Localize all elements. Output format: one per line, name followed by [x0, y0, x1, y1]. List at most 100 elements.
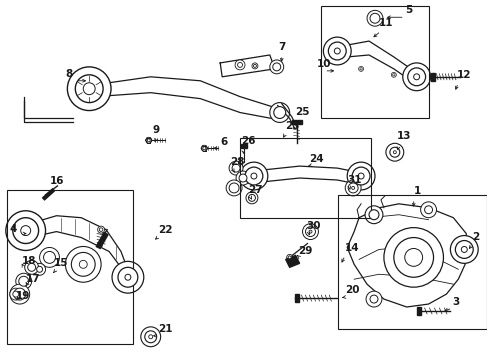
Circle shape	[247, 170, 259, 182]
Circle shape	[244, 167, 263, 185]
Circle shape	[236, 171, 249, 185]
Circle shape	[331, 45, 343, 57]
Circle shape	[19, 276, 29, 286]
Circle shape	[43, 251, 55, 264]
Circle shape	[351, 167, 369, 185]
Text: 1: 1	[413, 186, 420, 196]
Text: 17: 17	[26, 274, 40, 284]
Polygon shape	[96, 233, 108, 248]
Circle shape	[354, 170, 366, 182]
Text: 15: 15	[53, 258, 68, 268]
Circle shape	[40, 247, 60, 267]
Text: 7: 7	[278, 42, 285, 52]
Text: 10: 10	[316, 59, 330, 69]
Text: 14: 14	[345, 243, 359, 253]
Circle shape	[148, 335, 152, 339]
Circle shape	[383, 228, 443, 287]
Circle shape	[327, 42, 346, 60]
Polygon shape	[416, 307, 420, 315]
Circle shape	[347, 183, 357, 193]
Circle shape	[286, 255, 292, 260]
Circle shape	[392, 151, 395, 154]
Text: 23: 23	[284, 121, 299, 131]
Circle shape	[253, 64, 256, 67]
Circle shape	[359, 68, 362, 70]
Text: 31: 31	[346, 175, 361, 185]
Circle shape	[410, 71, 422, 83]
Circle shape	[28, 264, 36, 271]
Circle shape	[457, 243, 469, 255]
PathPatch shape	[346, 41, 413, 83]
Circle shape	[98, 226, 104, 233]
Circle shape	[232, 164, 240, 172]
Circle shape	[34, 264, 45, 275]
Polygon shape	[346, 204, 468, 307]
Circle shape	[413, 74, 419, 80]
Circle shape	[269, 103, 289, 122]
Circle shape	[345, 180, 360, 196]
Circle shape	[399, 243, 427, 271]
Circle shape	[83, 83, 95, 95]
Circle shape	[112, 261, 143, 293]
Circle shape	[245, 192, 257, 204]
Circle shape	[305, 227, 315, 237]
Circle shape	[449, 235, 477, 264]
Circle shape	[65, 247, 101, 282]
Circle shape	[10, 288, 21, 300]
Circle shape	[13, 218, 39, 243]
Circle shape	[14, 288, 26, 300]
Polygon shape	[285, 255, 299, 267]
Text: 29: 29	[298, 246, 312, 256]
Circle shape	[368, 210, 378, 220]
Circle shape	[124, 274, 131, 280]
Circle shape	[365, 206, 382, 224]
Circle shape	[10, 284, 30, 304]
Text: 30: 30	[306, 221, 320, 231]
Bar	[7, 190, 133, 344]
Polygon shape	[241, 144, 246, 148]
Text: 26: 26	[241, 136, 255, 146]
Circle shape	[6, 211, 45, 251]
Circle shape	[25, 260, 39, 274]
Polygon shape	[291, 121, 301, 125]
Circle shape	[13, 291, 19, 297]
Text: 21: 21	[157, 324, 172, 334]
Circle shape	[366, 10, 382, 26]
Circle shape	[75, 75, 103, 103]
Circle shape	[307, 229, 313, 235]
Polygon shape	[294, 294, 298, 302]
Text: 12: 12	[455, 70, 470, 80]
Circle shape	[76, 257, 90, 271]
Bar	[321, 6, 427, 118]
Text: 18: 18	[21, 256, 36, 266]
Circle shape	[229, 183, 239, 193]
Circle shape	[287, 256, 290, 259]
Circle shape	[225, 180, 242, 196]
Circle shape	[460, 247, 467, 252]
Polygon shape	[220, 55, 274, 77]
Polygon shape	[42, 189, 54, 200]
Circle shape	[37, 266, 42, 272]
Circle shape	[402, 63, 429, 91]
Circle shape	[71, 252, 95, 276]
Circle shape	[351, 186, 354, 189]
PathPatch shape	[109, 77, 279, 118]
Text: 19: 19	[16, 291, 30, 301]
Circle shape	[389, 147, 399, 157]
Circle shape	[358, 66, 363, 71]
Circle shape	[239, 174, 246, 182]
PathPatch shape	[262, 166, 356, 184]
Bar	[338, 195, 486, 329]
Circle shape	[404, 248, 422, 266]
Circle shape	[454, 240, 472, 258]
Circle shape	[251, 63, 257, 69]
Circle shape	[346, 162, 374, 190]
Circle shape	[393, 238, 433, 277]
Circle shape	[390, 72, 395, 77]
Circle shape	[145, 137, 151, 143]
Text: 13: 13	[396, 131, 410, 141]
Text: 24: 24	[309, 154, 324, 164]
Circle shape	[16, 273, 32, 289]
Circle shape	[118, 267, 138, 287]
Circle shape	[235, 60, 244, 70]
